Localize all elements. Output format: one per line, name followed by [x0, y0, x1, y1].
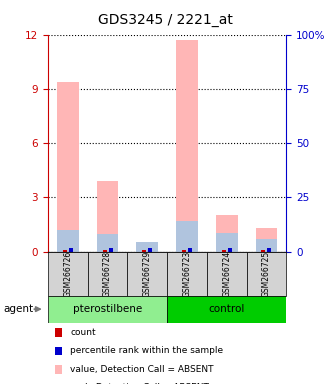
Bar — [69, 248, 73, 252]
Bar — [247, 252, 286, 296]
Bar — [176, 40, 198, 252]
Bar — [167, 296, 286, 323]
Bar — [256, 228, 277, 252]
Bar — [182, 250, 186, 252]
Bar — [207, 252, 247, 296]
Text: GSM266725: GSM266725 — [262, 250, 271, 297]
Bar — [57, 230, 79, 252]
Bar — [103, 250, 107, 252]
Text: GSM266726: GSM266726 — [63, 250, 72, 297]
Bar — [63, 250, 67, 252]
Bar — [136, 244, 158, 252]
Bar — [109, 248, 113, 252]
Bar — [97, 234, 118, 252]
Bar — [142, 250, 146, 252]
Bar — [88, 252, 127, 296]
Bar — [256, 238, 277, 252]
Bar — [261, 250, 265, 252]
Text: agent: agent — [3, 304, 33, 314]
Text: GSM266724: GSM266724 — [222, 250, 231, 297]
Bar — [97, 181, 118, 252]
Bar — [216, 233, 238, 252]
Bar — [167, 252, 207, 296]
Text: GSM266729: GSM266729 — [143, 250, 152, 297]
Text: rank, Detection Call = ABSENT: rank, Detection Call = ABSENT — [70, 383, 209, 384]
Bar — [228, 248, 232, 252]
Bar — [267, 248, 271, 252]
Bar — [136, 242, 158, 252]
Text: GDS3245 / 2221_at: GDS3245 / 2221_at — [98, 13, 233, 27]
Bar — [216, 215, 238, 252]
Bar — [176, 221, 198, 252]
Bar — [222, 250, 226, 252]
Bar — [188, 248, 192, 252]
Text: percentile rank within the sample: percentile rank within the sample — [70, 346, 223, 356]
Text: GSM266723: GSM266723 — [182, 250, 192, 297]
Text: control: control — [209, 304, 245, 314]
Text: GSM266728: GSM266728 — [103, 250, 112, 297]
Bar — [148, 248, 152, 252]
Text: count: count — [70, 328, 96, 337]
Bar — [57, 81, 79, 252]
Bar — [127, 252, 167, 296]
Bar — [48, 296, 167, 323]
Text: value, Detection Call = ABSENT: value, Detection Call = ABSENT — [70, 365, 214, 374]
Bar — [48, 252, 88, 296]
Text: pterostilbene: pterostilbene — [73, 304, 142, 314]
